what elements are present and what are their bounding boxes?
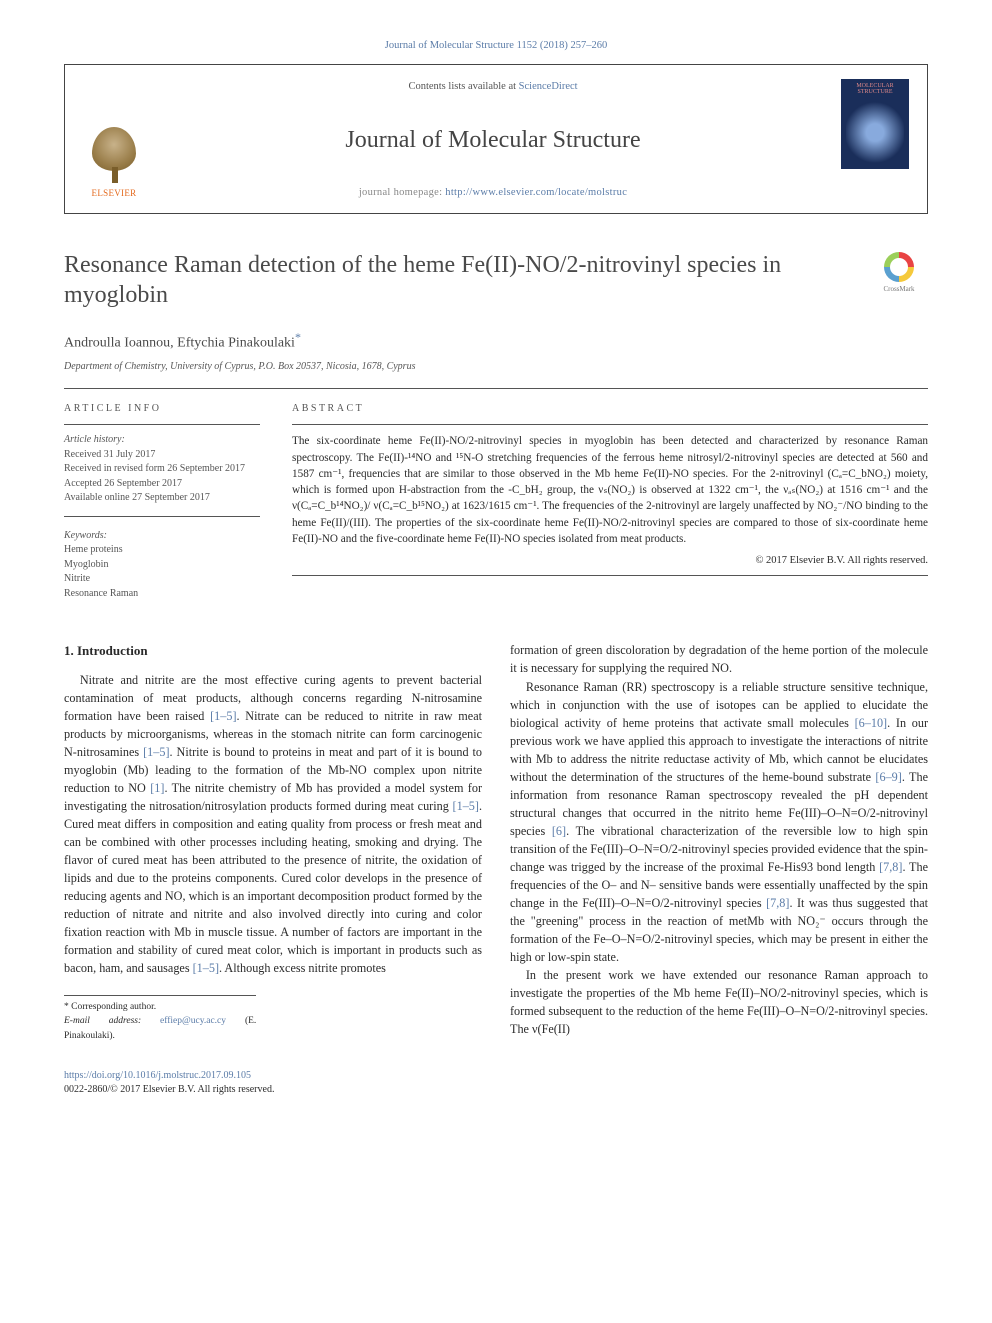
body-two-columns: 1. Introduction Nitrate and nitrite are … bbox=[64, 641, 928, 1042]
publisher-name: ELSEVIER bbox=[92, 187, 137, 201]
crossmark-label: CrossMark bbox=[883, 285, 914, 293]
keyword-item: Myoglobin bbox=[64, 558, 260, 573]
journal-homepage-line: journal homepage: http://www.elsevier.co… bbox=[159, 185, 827, 201]
body-para-text: In the present work we have extended our… bbox=[510, 968, 928, 1036]
body-paragraph: Resonance Raman (RR) spectroscopy is a r… bbox=[510, 678, 928, 967]
contents-available-line: Contents lists available at ScienceDirec… bbox=[159, 79, 827, 95]
body-paragraph: In the present work we have extended our… bbox=[510, 966, 928, 1038]
journal-header-box: ELSEVIER Contents lists available at Sci… bbox=[64, 64, 928, 214]
article-info-heading: ARTICLE INFO bbox=[64, 389, 260, 425]
keyword-item: Resonance Raman bbox=[64, 587, 260, 602]
history-item: Received in revised form 26 September 20… bbox=[64, 462, 260, 477]
keyword-item: Nitrite bbox=[64, 572, 260, 587]
abstract-text: The six-coordinate heme Fe(II)-NO/2-nitr… bbox=[292, 433, 928, 547]
intro-heading: 1. Introduction bbox=[64, 641, 482, 660]
divider bbox=[64, 516, 260, 517]
body-para-text: formation of green discoloration by degr… bbox=[510, 643, 928, 675]
doi-link[interactable]: https://doi.org/10.1016/j.molstruc.2017.… bbox=[64, 1070, 251, 1081]
history-item: Received 31 July 2017 bbox=[64, 448, 260, 463]
history-label: Article history: bbox=[64, 433, 260, 448]
article-info-column: ARTICLE INFO Article history: Received 3… bbox=[64, 389, 260, 601]
divider bbox=[292, 575, 928, 576]
sciencedirect-link[interactable]: ScienceDirect bbox=[519, 81, 578, 92]
abstract-column: ABSTRACT The six-coordinate heme Fe(II)-… bbox=[292, 389, 928, 601]
crossmark-ring-icon bbox=[884, 252, 914, 282]
corr-author-label: * Corresponding author. bbox=[64, 1000, 256, 1014]
body-para-text: Resonance Raman (RR) spectroscopy is a r… bbox=[510, 680, 928, 965]
authors-line: Androulla Ioannou, Eftychia Pinakoulaki* bbox=[64, 328, 928, 354]
corresponding-footnote: * Corresponding author. E-mail address: … bbox=[64, 995, 256, 1042]
elsevier-tree-icon bbox=[92, 127, 136, 171]
affiliation: Department of Chemistry, University of C… bbox=[64, 359, 928, 374]
authors-text: Androulla Ioannou, Eftychia Pinakoulaki bbox=[64, 335, 295, 350]
cover-title: MOLECULAR STRUCTURE bbox=[843, 81, 907, 98]
keyword-item: Heme proteins bbox=[64, 543, 260, 558]
email-label: E-mail address: bbox=[64, 1016, 141, 1026]
article-title: Resonance Raman detection of the heme Fe… bbox=[64, 250, 804, 310]
info-abstract-row: ARTICLE INFO Article history: Received 3… bbox=[64, 389, 928, 601]
citation-link[interactable]: Journal of Molecular Structure 1152 (201… bbox=[385, 40, 607, 51]
history-item: Accepted 26 September 2017 bbox=[64, 477, 260, 492]
abstract-heading: ABSTRACT bbox=[292, 389, 928, 425]
journal-name: Journal of Molecular Structure bbox=[159, 122, 827, 158]
contents-prefix: Contents lists available at bbox=[408, 81, 518, 92]
keywords-label: Keywords: bbox=[64, 529, 260, 544]
body-paragraph: formation of green discoloration by degr… bbox=[510, 641, 928, 677]
home-prefix: journal homepage: bbox=[359, 187, 445, 198]
journal-homepage-link[interactable]: http://www.elsevier.com/locate/molstruc bbox=[445, 187, 627, 198]
citation-line: Journal of Molecular Structure 1152 (201… bbox=[64, 38, 928, 54]
corresponding-email-link[interactable]: effiep@ucy.ac.cy bbox=[160, 1016, 226, 1026]
header-center: Contents lists available at ScienceDirec… bbox=[159, 79, 827, 201]
article-info-block: Article history: Received 31 July 2017 R… bbox=[64, 433, 260, 601]
crossmark-badge[interactable]: CrossMark bbox=[870, 252, 928, 295]
body-para-text: Nitrate and nitrite are the most effecti… bbox=[64, 673, 482, 976]
corresponding-marker: * bbox=[295, 330, 301, 344]
body-paragraph: Nitrate and nitrite are the most effecti… bbox=[64, 671, 482, 978]
abstract-copyright: © 2017 Elsevier B.V. All rights reserved… bbox=[292, 553, 928, 569]
history-item: Available online 27 September 2017 bbox=[64, 491, 260, 506]
journal-cover-thumbnail: MOLECULAR STRUCTURE bbox=[841, 79, 909, 169]
page-footer: https://doi.org/10.1016/j.molstruc.2017.… bbox=[64, 1069, 928, 1097]
issn-copyright: 0022-2860/© 2017 Elsevier B.V. All right… bbox=[64, 1084, 274, 1095]
cover-art-icon bbox=[846, 100, 904, 165]
publisher-logo: ELSEVIER bbox=[83, 79, 145, 201]
